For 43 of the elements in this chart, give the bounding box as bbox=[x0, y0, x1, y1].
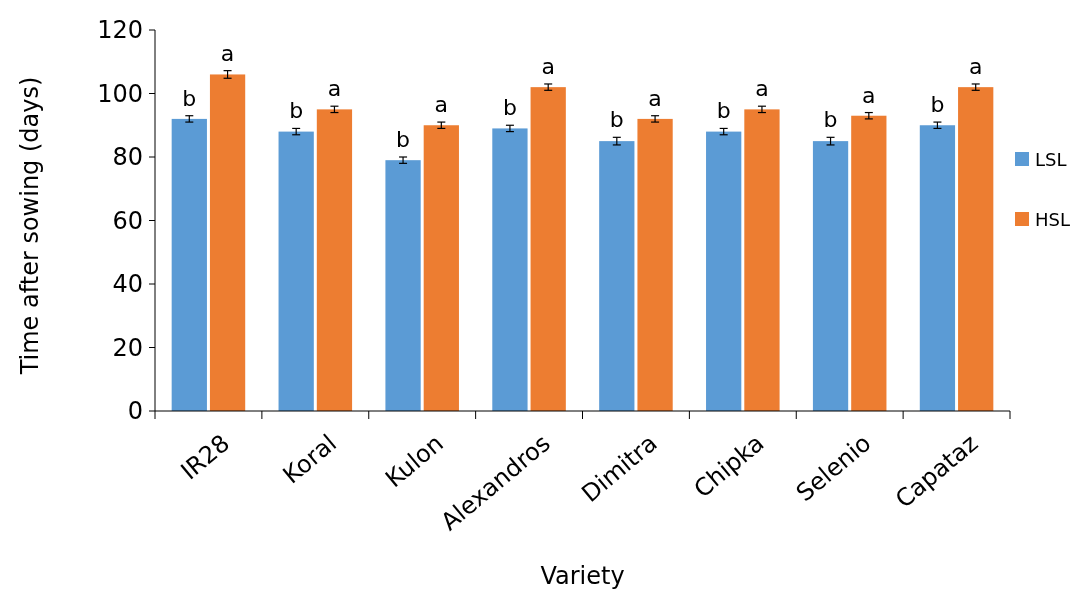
y-axis-title: Time after sowing (days) bbox=[16, 76, 44, 376]
bar bbox=[958, 87, 994, 411]
annotation: a bbox=[434, 92, 449, 118]
bar bbox=[599, 141, 635, 411]
bar bbox=[423, 125, 459, 411]
annotation: a bbox=[327, 76, 342, 102]
bar bbox=[706, 131, 742, 411]
annotation: a bbox=[862, 82, 876, 108]
bar bbox=[637, 118, 673, 411]
bar bbox=[530, 87, 566, 411]
annotation: a bbox=[220, 40, 235, 66]
y-tick-label: 20 bbox=[112, 333, 143, 362]
annotation: b bbox=[502, 95, 517, 121]
bar bbox=[812, 141, 849, 411]
annotation: b bbox=[289, 98, 304, 124]
x-axis-title: Variety bbox=[540, 562, 625, 590]
legend-label: LSL bbox=[1035, 149, 1067, 171]
bar bbox=[492, 128, 528, 411]
bar bbox=[278, 131, 314, 411]
legend-label: HSL bbox=[1035, 209, 1070, 231]
annotation: b bbox=[182, 85, 197, 111]
annotation: b bbox=[396, 127, 411, 152]
y-tick-label: 0 bbox=[127, 397, 143, 426]
y-tick-label: 60 bbox=[112, 206, 143, 235]
y-tick-label: 100 bbox=[97, 79, 143, 108]
y-tick-label: 80 bbox=[112, 143, 143, 172]
bar bbox=[171, 118, 207, 411]
annotation: b bbox=[823, 107, 838, 133]
y-tick-label: 120 bbox=[97, 16, 143, 45]
annotation: a bbox=[541, 53, 555, 79]
annotation: b bbox=[930, 92, 945, 118]
y-tick-label: 40 bbox=[112, 270, 143, 299]
bar bbox=[316, 109, 353, 411]
annotation: a bbox=[755, 76, 769, 102]
bar bbox=[851, 115, 887, 411]
annotation: b bbox=[609, 107, 624, 133]
bar bbox=[209, 74, 246, 411]
bar bbox=[744, 109, 780, 411]
annotation: b bbox=[716, 98, 731, 124]
bar bbox=[919, 125, 956, 411]
bar bbox=[385, 160, 421, 411]
annotation: a bbox=[648, 85, 662, 111]
annotation: a bbox=[968, 53, 983, 79]
